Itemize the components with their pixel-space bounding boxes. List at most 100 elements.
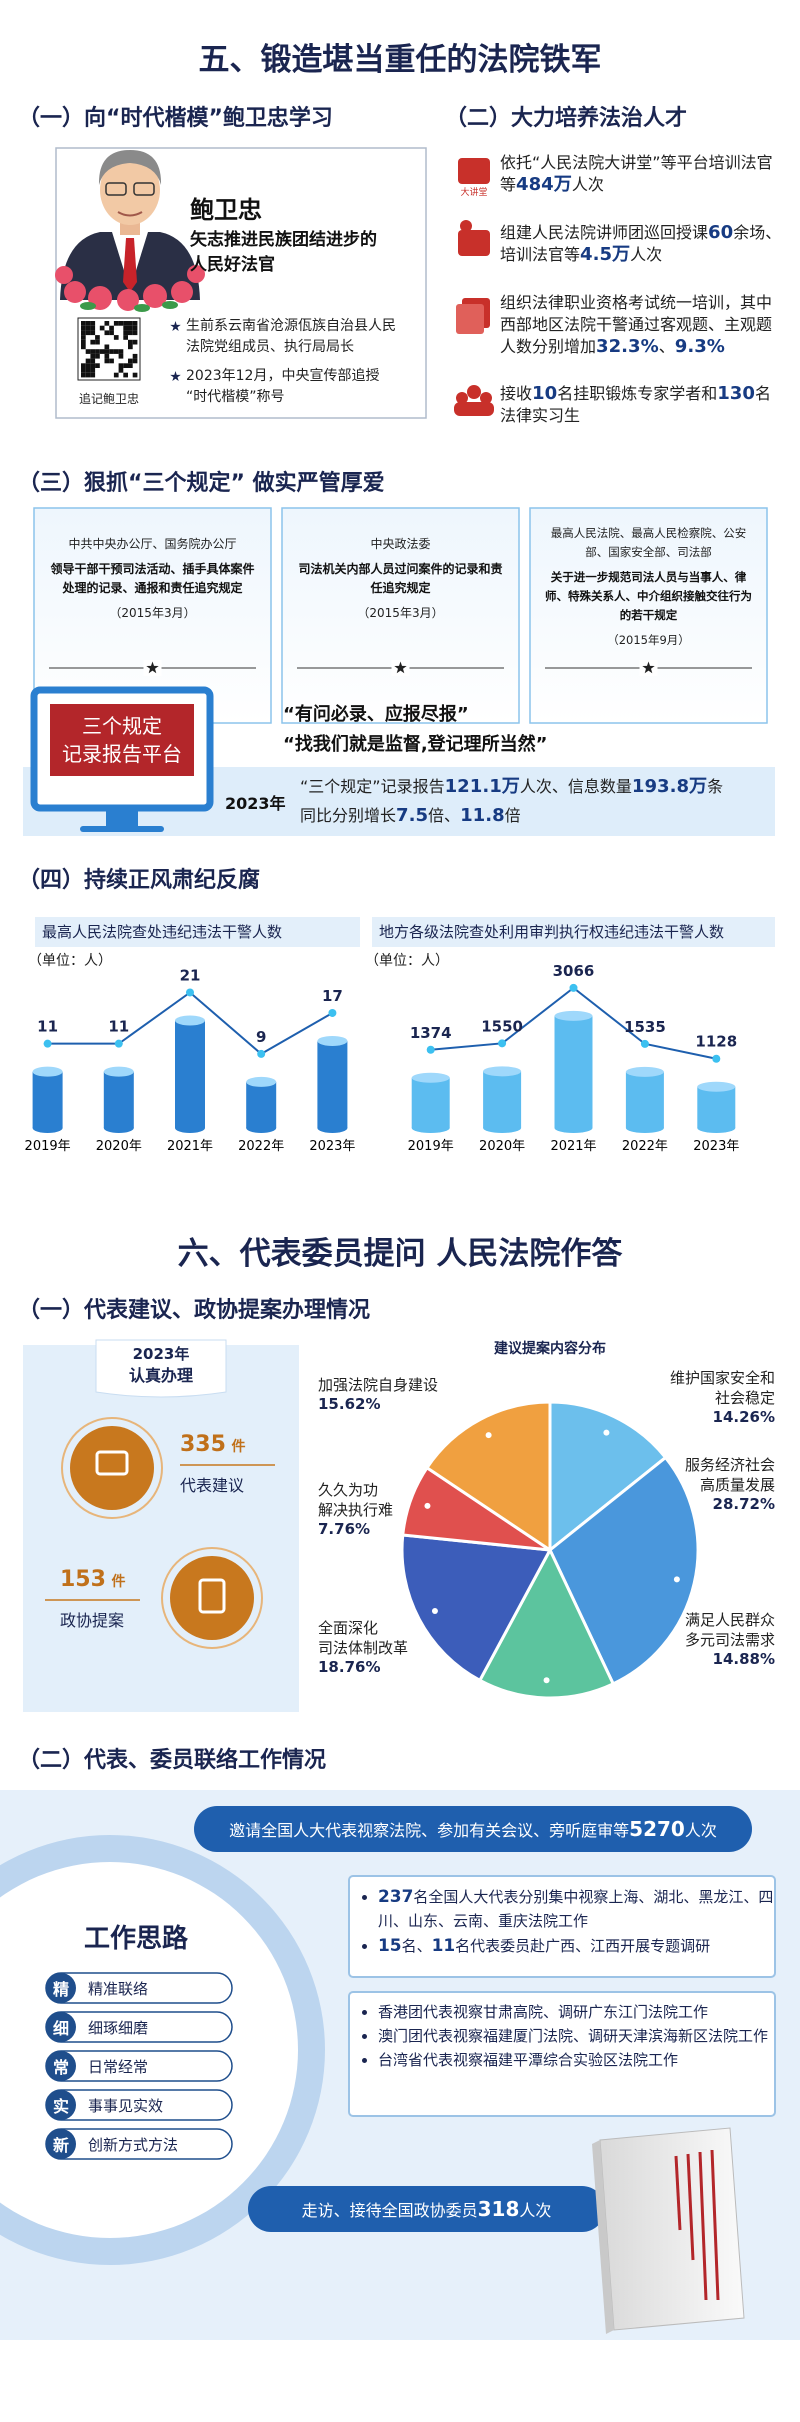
list-item: 生前系云南省沧源佤族自治县人民法院党组成员、执行局局长	[170, 316, 396, 358]
text-run: 同比分别增长	[300, 806, 397, 825]
pie-slice	[424, 1400, 552, 1553]
highlight: 193.8万	[631, 776, 708, 797]
x-tick-label: 2022年	[622, 1139, 668, 1154]
highlight: 4.5万	[580, 244, 631, 265]
text-run: 组建人民法院讲师团巡回授课	[500, 223, 709, 242]
decoration	[187, 265, 205, 283]
decoration	[105, 182, 127, 196]
icon-label: 大讲堂	[460, 188, 488, 198]
text-run: 名、	[401, 1937, 432, 1955]
bar-cap	[483, 1066, 522, 1077]
stats: “三个规定”记录报告121.1万人次、信息数量193.8万条 同比分别增长7.5…	[300, 772, 723, 830]
bar	[483, 1071, 522, 1128]
bar-cap	[246, 1076, 277, 1087]
qr-cell	[128, 321, 133, 326]
bar-cap	[625, 1066, 664, 1077]
bar	[697, 1086, 736, 1128]
item: 接收10名挂职锻炼专家学者和130名法律实习生	[500, 383, 782, 427]
unit: 件	[231, 1439, 246, 1455]
pie-value: 18.76%	[318, 1658, 381, 1676]
qr-cell	[81, 321, 86, 326]
value-label: 11	[37, 1018, 58, 1036]
decoration	[674, 2155, 682, 2231]
ring	[161, 1547, 263, 1649]
highlight: 32.3%	[596, 336, 659, 357]
text-run: 人次	[684, 1821, 717, 1840]
bar-cap	[317, 1035, 348, 1046]
qr-cell	[128, 325, 133, 331]
platform-line: 三个规定	[82, 714, 162, 738]
qr-cell	[123, 335, 128, 340]
decoration	[55, 265, 205, 311]
list-item: 香港团代表视察甘肃高院、调研广东江门法院工作	[378, 2000, 778, 2024]
qr-cell	[118, 321, 124, 326]
decoration	[698, 2151, 708, 2301]
bar	[317, 1040, 348, 1128]
qr-cell	[81, 325, 86, 331]
qr-cell	[81, 335, 86, 340]
monitor-stand	[106, 811, 138, 827]
pie-slice	[548, 1400, 668, 1554]
value-label: 11	[108, 1018, 129, 1036]
pill: 常日常经常	[46, 2051, 232, 2081]
highlight: 11	[431, 1935, 456, 1955]
x-tick-label: 2023年	[693, 1139, 739, 1154]
bar-cap	[175, 1015, 205, 1026]
icon-circle	[70, 1426, 154, 1510]
text-run: 走访、接待全国政协委员	[301, 2201, 478, 2220]
pill-char: 实	[46, 2090, 76, 2120]
highlight: 10	[532, 383, 558, 404]
qr-cell	[104, 344, 110, 350]
card-title: 司法机关内部人员过问案件的记录和责任追究规定	[298, 562, 503, 595]
qr-cell	[132, 353, 138, 359]
panel-year: 2023年	[132, 1345, 190, 1363]
qr-cell	[85, 368, 91, 373]
bar-cap	[32, 1066, 63, 1077]
text-run: 邀请全国人大代表视察法院、参加有关会议、旁听庭审等	[229, 1821, 630, 1840]
stats-line: “三个规定”记录报告121.1万人次、信息数量193.8万条	[300, 772, 723, 801]
highlight: 7.5	[396, 805, 429, 826]
pie-value: 15.62%	[318, 1395, 381, 1413]
qr-cell	[128, 358, 133, 364]
bar-cap	[554, 1010, 593, 1021]
person-name: 鲍卫忠	[190, 196, 262, 224]
qr-cell	[113, 335, 119, 340]
icon-circle	[170, 1556, 254, 1640]
decoration	[162, 301, 178, 309]
bar	[411, 1077, 450, 1128]
heading: （二）大力培养法治人才	[445, 106, 688, 131]
value-label: 1128	[695, 1033, 737, 1051]
decoration	[80, 302, 96, 310]
text-run: 依托“人民法院大讲堂”等平台培训法官等	[500, 153, 773, 194]
line-dot	[426, 1045, 435, 1054]
line-dot	[712, 1054, 721, 1063]
card-issuer: 最高人民法院、最高人民检察院、公安部、国家安全部、司法部	[550, 526, 747, 559]
x-tick-label: 2022年	[238, 1139, 284, 1154]
card-date: （2015年3月）	[109, 606, 196, 620]
pie-dot	[431, 1608, 438, 1615]
qr-cell	[128, 363, 133, 368]
text-run: 倍	[504, 806, 521, 825]
bar	[625, 1071, 664, 1128]
pie-value: 14.88%	[712, 1650, 775, 1668]
monitor-base	[80, 826, 164, 832]
qr-cell	[118, 363, 124, 368]
value-label: 21	[180, 966, 201, 984]
qr-cell	[104, 330, 110, 336]
qr-cell	[99, 325, 105, 331]
qr-cell	[132, 339, 138, 345]
decoration	[467, 385, 481, 399]
qr-caption: 追记鲍卫忠	[78, 392, 139, 406]
pie-value: 14.26%	[712, 1408, 775, 1426]
text-run: 名挂职锻炼专家学者和	[557, 384, 718, 403]
decoration	[134, 304, 150, 312]
qr-cell	[109, 358, 114, 364]
section-title: 五、锻造堪当重任的法院铁军	[198, 42, 602, 78]
icon	[95, 1450, 129, 1476]
text-run: 人次	[519, 2201, 552, 2220]
highlight: 60	[708, 222, 734, 243]
line-dot	[186, 988, 194, 997]
line-dot	[640, 1039, 649, 1048]
chart-title-bg	[372, 917, 775, 947]
